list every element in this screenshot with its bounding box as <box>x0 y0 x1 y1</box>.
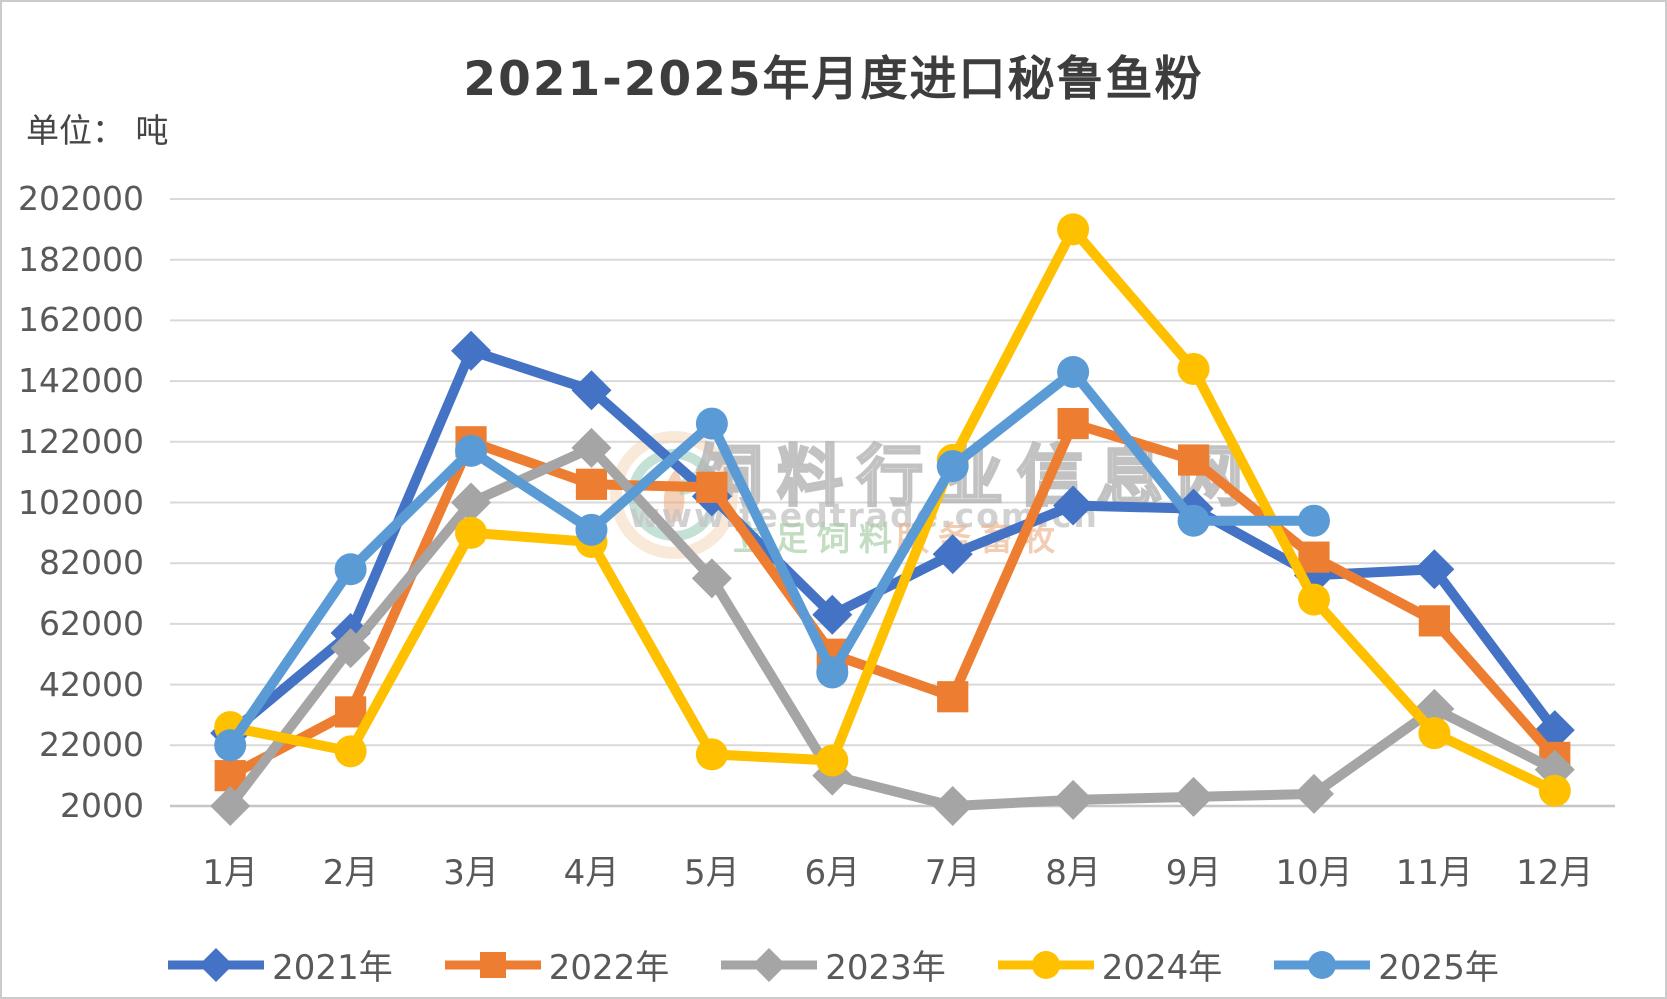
data-point <box>1418 605 1450 637</box>
legend-marker-square-icon <box>444 951 541 978</box>
data-point <box>210 786 251 826</box>
legend-marker-diamond-icon <box>168 947 265 982</box>
y-axis-label-102000: 102000 <box>18 482 144 522</box>
legend-marker-circle-icon <box>1274 950 1371 979</box>
legend-item-2021年: 2021年 <box>168 940 393 989</box>
legend-marker-shape <box>479 951 506 978</box>
data-point <box>1057 355 1090 388</box>
legend-label: 2021年 <box>272 948 393 988</box>
data-point <box>695 407 728 440</box>
series-2022年 <box>214 407 1571 792</box>
x-axis-label-8月: 8月 <box>1045 853 1101 893</box>
legend-marker-circle-icon <box>997 950 1094 979</box>
legend-marker-shape <box>1308 950 1337 979</box>
legend-item-2022年: 2022年 <box>444 940 670 989</box>
legend-label: 2024年 <box>1101 948 1223 988</box>
data-point <box>1057 213 1090 246</box>
series-line-2024年 <box>225 224 1560 796</box>
chart-legend: 2021年 2022年 2023年 2024年 2025年 <box>2 940 1665 989</box>
y-axis-label-182000: 182000 <box>18 239 144 279</box>
legend-label: 2025年 <box>1378 948 1499 988</box>
legend-marker-diamond-icon <box>721 947 818 982</box>
data-point <box>330 628 371 669</box>
legend-marker-shape <box>752 947 787 982</box>
data-point <box>691 558 732 599</box>
y-axis-label-42000: 42000 <box>39 664 144 704</box>
x-axis-label-7月: 7月 <box>924 853 981 893</box>
data-point <box>816 656 849 689</box>
y-axis-label-122000: 122000 <box>18 421 144 461</box>
data-point <box>451 482 492 523</box>
x-axis-label-5月: 5月 <box>684 853 740 893</box>
data-point <box>1053 779 1094 820</box>
data-point <box>1293 773 1334 814</box>
data-point <box>1053 485 1094 526</box>
data-point <box>1173 776 1214 817</box>
data-point <box>1177 444 1210 476</box>
data-point <box>932 786 973 826</box>
data-point <box>1297 504 1330 537</box>
legend-item-2025年: 2025年 <box>1274 940 1499 989</box>
x-axis-label-9月: 9月 <box>1165 853 1222 893</box>
data-point <box>575 468 608 500</box>
x-axis-label-11月: 11月 <box>1395 853 1473 893</box>
data-point <box>571 427 612 468</box>
y-axis-label-2000: 2000 <box>60 786 144 825</box>
legend-marker-shape <box>1031 950 1060 979</box>
unit-label: 单位： 吨 <box>26 111 169 150</box>
data-point <box>936 450 969 483</box>
data-point <box>932 534 973 575</box>
data-point <box>812 594 853 635</box>
data-point <box>451 330 492 371</box>
legend-marker-shape <box>199 947 234 982</box>
y-axis-label-62000: 62000 <box>39 603 144 643</box>
data-point <box>575 513 608 546</box>
data-point <box>1538 774 1571 807</box>
x-axis-label-1月: 1月 <box>202 853 259 893</box>
data-point <box>455 434 488 467</box>
y-axis-label-162000: 162000 <box>18 300 144 340</box>
x-axis-label-6月: 6月 <box>804 853 861 893</box>
y-axis-label-202000: 202000 <box>18 179 144 218</box>
x-axis-label-12月: 12月 <box>1516 853 1594 893</box>
data-point <box>695 738 728 771</box>
series-2023年 <box>210 427 1575 826</box>
data-point <box>696 471 728 503</box>
data-point <box>1177 504 1210 537</box>
series-line-2023年 <box>225 442 1560 811</box>
legend-item-2024年: 2024年 <box>997 940 1223 989</box>
x-axis-label-3月: 3月 <box>443 853 499 893</box>
data-point <box>334 735 367 768</box>
data-point <box>1177 352 1210 385</box>
data-point <box>1418 717 1451 750</box>
series-line-2022年 <box>225 418 1560 781</box>
data-point <box>937 681 969 713</box>
x-axis-label-10月: 10月 <box>1275 853 1353 893</box>
data-point <box>455 516 488 549</box>
data-point <box>1298 541 1330 573</box>
data-point <box>214 729 247 762</box>
y-axis-label-82000: 82000 <box>39 543 144 583</box>
data-point <box>1414 549 1455 590</box>
x-axis-label-2月: 2月 <box>322 853 379 893</box>
series-line-2025年 <box>225 367 1319 751</box>
legend-item-2023年: 2023年 <box>721 940 946 989</box>
y-axis-label-22000: 22000 <box>39 725 144 765</box>
data-point <box>571 370 612 411</box>
series-2021年 <box>210 330 1575 754</box>
legend-label: 2023年 <box>825 948 946 988</box>
data-point <box>1297 583 1330 616</box>
data-point <box>334 553 367 586</box>
data-point <box>1057 407 1089 440</box>
y-axis-label-142000: 142000 <box>18 361 144 401</box>
chart-title: 2021-2025年月度进口秘鲁鱼粉 <box>463 52 1204 107</box>
series-2025年 <box>214 355 1330 762</box>
x-axis-label-4月: 4月 <box>563 853 620 893</box>
series-line-2021年 <box>225 345 1560 739</box>
legend-label: 2022年 <box>548 948 670 988</box>
data-point <box>816 744 849 777</box>
